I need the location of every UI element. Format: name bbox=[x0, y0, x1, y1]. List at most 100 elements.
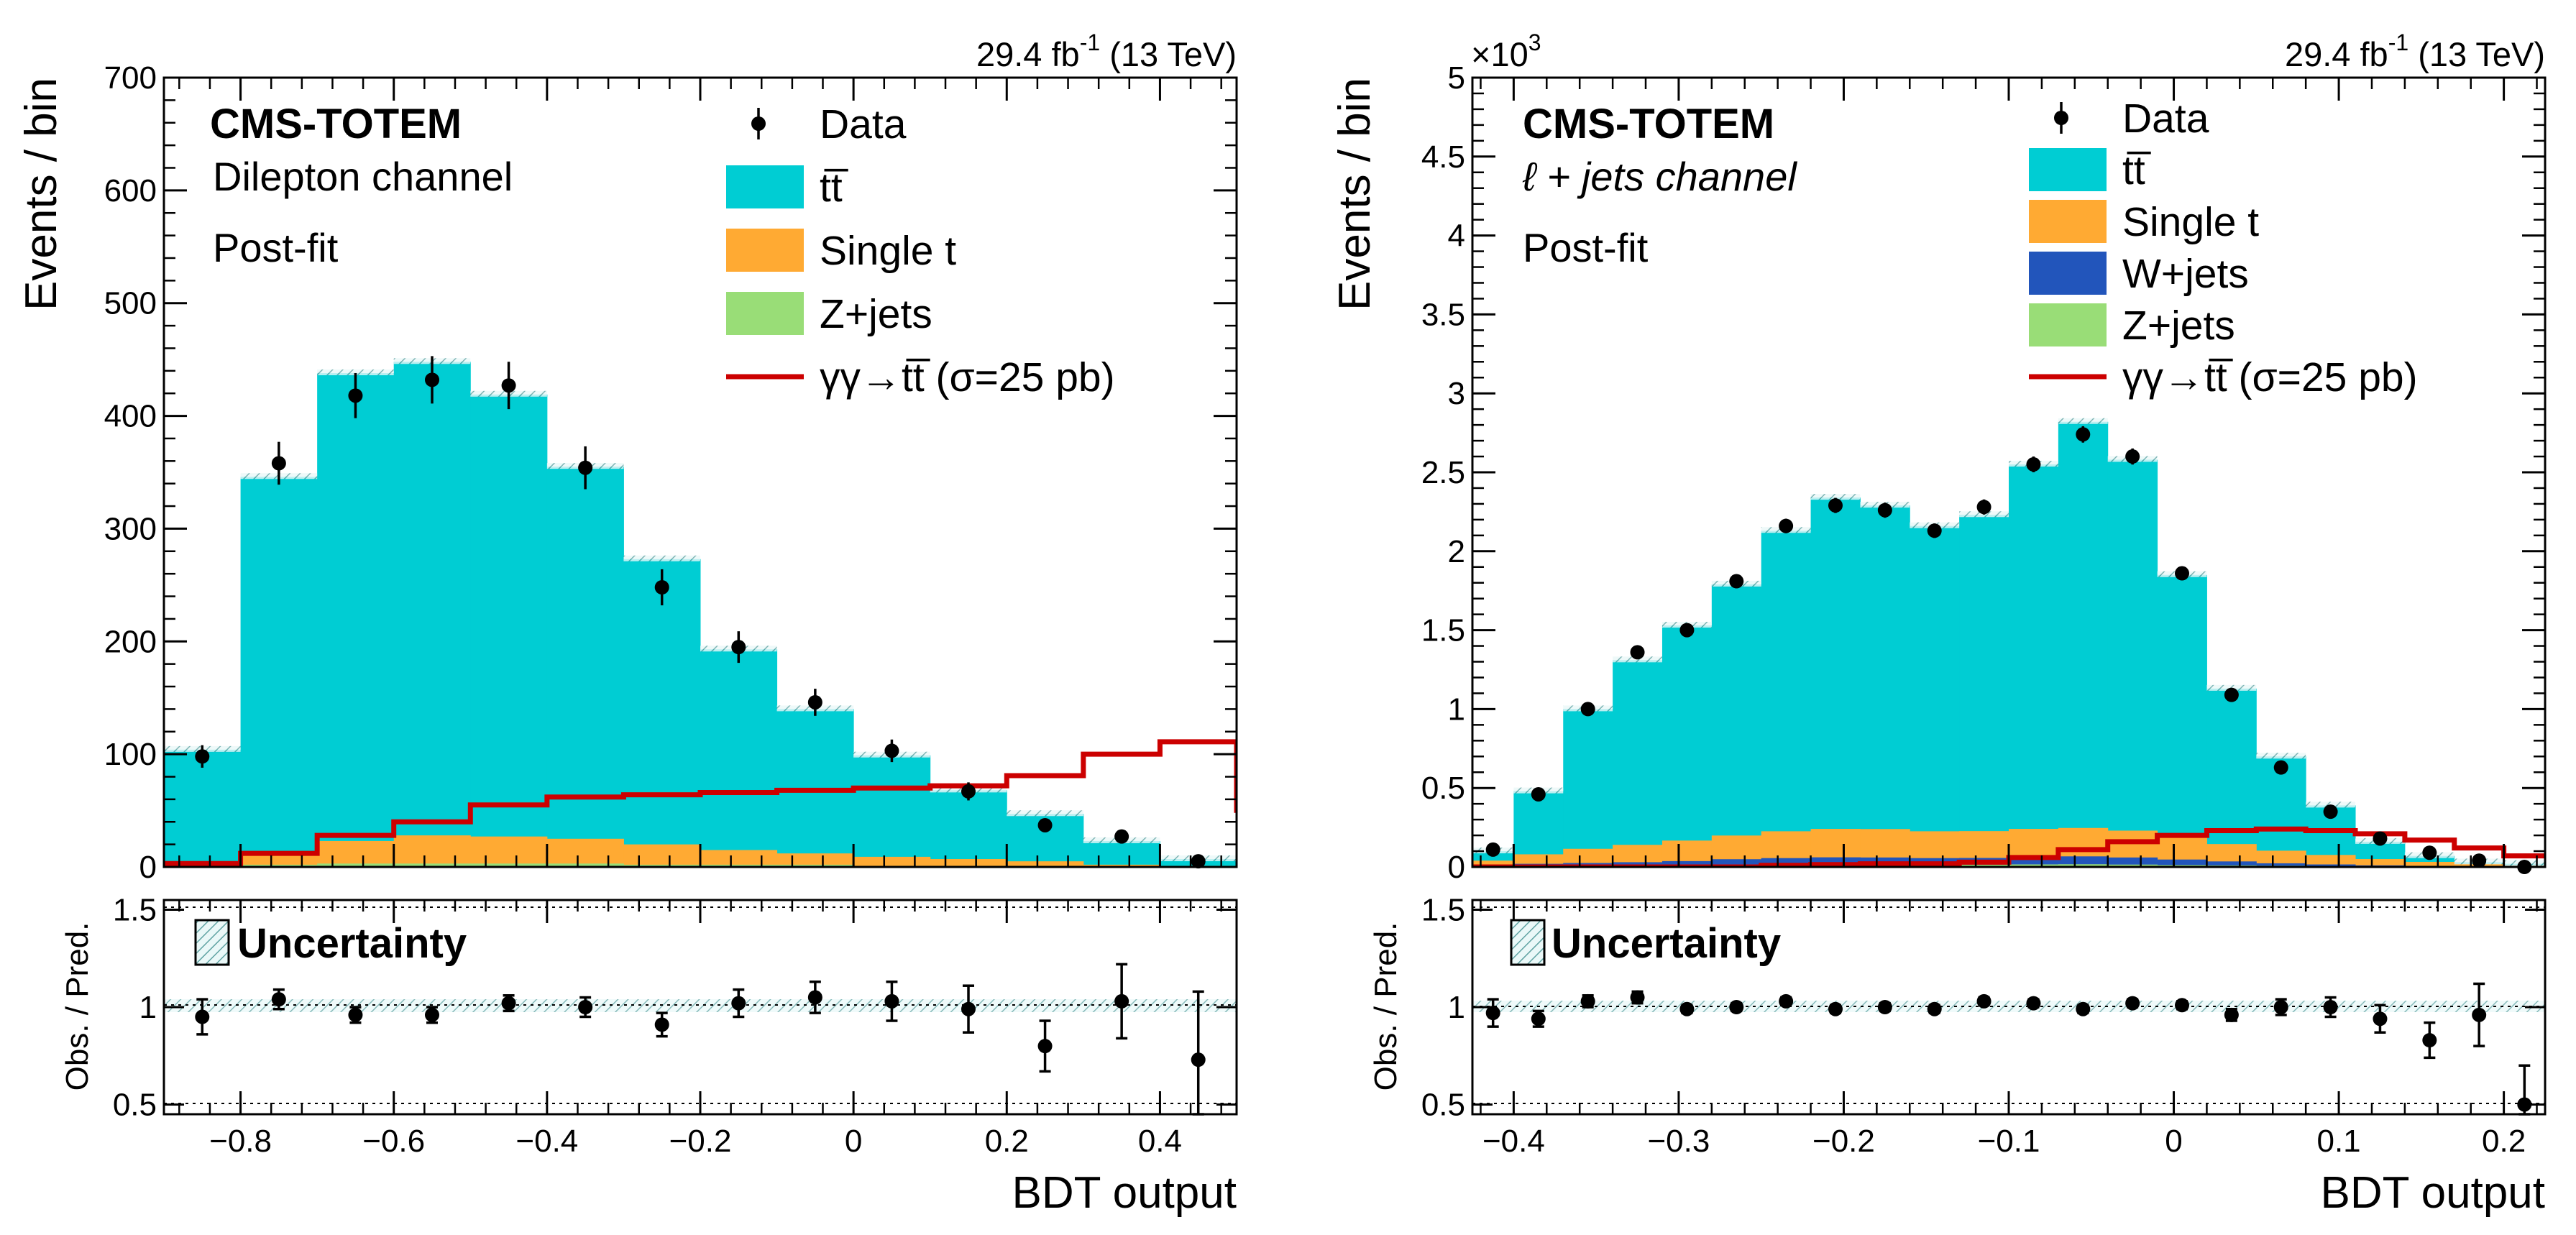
bar-single_t bbox=[930, 859, 1007, 867]
ratio-point bbox=[2323, 1000, 2338, 1014]
bar-ttbar bbox=[700, 649, 778, 867]
ratio-plot-dilepton bbox=[164, 906, 1237, 1116]
bar-ttbar bbox=[1910, 525, 1960, 867]
y-ticks: 0 100 200 300 400 500 600 700 bbox=[104, 60, 1237, 885]
bar-ttbar bbox=[2058, 421, 2109, 867]
ratio-y-tick-label: 1.5 bbox=[1421, 893, 1465, 928]
bar-single_t bbox=[853, 856, 931, 867]
data-point bbox=[348, 388, 363, 403]
legend-label-data: Data bbox=[2122, 96, 2209, 142]
y-tick-label: 1.5 bbox=[1421, 613, 1465, 648]
bar-single_t bbox=[623, 844, 701, 867]
y-tick-label: 4.5 bbox=[1421, 139, 1465, 175]
experiment-label: CMS-TOTEM bbox=[1523, 101, 1774, 147]
bar-ttbar bbox=[1860, 505, 1910, 867]
bar-ttbar bbox=[1810, 497, 1861, 867]
y-tick-label: 2 bbox=[1448, 534, 1465, 569]
data-point bbox=[1877, 502, 1892, 518]
uncertainty-label: Uncertainty bbox=[237, 920, 467, 967]
bar-ttbar bbox=[1761, 531, 1812, 867]
data-point bbox=[2273, 760, 2288, 775]
bar-single_t bbox=[2306, 855, 2356, 867]
x-tick-label: 0.2 bbox=[2482, 1124, 2526, 1159]
data-point bbox=[807, 694, 822, 710]
bar-w_jets bbox=[2256, 863, 2306, 867]
bar-z_jets bbox=[2058, 864, 2109, 867]
ratio-y-tick-label: 1 bbox=[1448, 990, 1465, 1025]
fit-label: Post-fit bbox=[1523, 225, 1649, 270]
ratio-point bbox=[1485, 1006, 1500, 1021]
bar-z_jets bbox=[317, 863, 395, 867]
x-tick-label: −0.2 bbox=[669, 1124, 732, 1159]
uncertainty-label: Uncertainty bbox=[1551, 920, 1781, 967]
y-tick-label: 700 bbox=[104, 60, 157, 96]
bar-ttbar bbox=[2157, 574, 2207, 867]
main-plot-dilepton bbox=[164, 356, 1237, 869]
bar-ttbar bbox=[2206, 688, 2257, 867]
data-point bbox=[2422, 845, 2437, 860]
bar-single_t bbox=[1007, 861, 1084, 867]
legend-label-signal: γγ→tt̅ (σ=25 pb) bbox=[2122, 354, 2418, 400]
bar-ttbar bbox=[1711, 584, 1762, 867]
y-tick-label: 500 bbox=[104, 286, 157, 321]
data-point bbox=[1779, 518, 1794, 533]
legend-label-ttbar: tt̅ bbox=[2122, 147, 2151, 193]
x-ticks: −0.4 −0.3 −0.2 −0.1 0 0.1 0.2 bbox=[1480, 900, 2538, 1159]
bar-single_t bbox=[546, 838, 624, 867]
ratio-y-label: Obs. / Pred. bbox=[60, 922, 95, 1091]
bar-ttbar bbox=[240, 477, 318, 867]
legend-label-z_jets: Z+jets bbox=[2122, 303, 2235, 349]
bar-ttbar bbox=[2107, 459, 2158, 867]
legend-swatch-w_jets bbox=[2029, 252, 2107, 295]
ratio-point bbox=[1779, 993, 1794, 1009]
stack-uncertainty bbox=[2058, 418, 2108, 424]
stack-uncertainty bbox=[2256, 753, 2306, 759]
bar-ttbar bbox=[853, 755, 931, 867]
bar-z_jets bbox=[2107, 864, 2158, 867]
y-tick-label: 300 bbox=[104, 511, 157, 546]
legend-label-w_jets: W+jets bbox=[2122, 251, 2249, 297]
x-tick-label: −0.8 bbox=[209, 1124, 272, 1159]
ratio-point bbox=[2125, 996, 2140, 1011]
x-tick-label: 0.2 bbox=[985, 1124, 1029, 1159]
bar-ttbar bbox=[623, 559, 701, 867]
x-tick-label: 0.4 bbox=[1138, 1124, 1182, 1159]
ratio-point bbox=[807, 990, 822, 1005]
bar-ttbar bbox=[470, 394, 548, 867]
y-tick-label: 3 bbox=[1448, 376, 1465, 411]
bar-ttbar bbox=[1613, 660, 1663, 867]
ratio-point bbox=[1630, 990, 1645, 1005]
x-tick-label: 0.1 bbox=[2316, 1124, 2360, 1159]
ratio-y-tick-label: 1 bbox=[139, 990, 157, 1025]
x-ticks-main bbox=[178, 78, 1222, 867]
bar-single_t bbox=[470, 836, 548, 867]
legend-swatch-ttbar bbox=[726, 165, 804, 208]
ratio-point bbox=[2517, 1097, 2532, 1112]
legend-swatch-z_jets bbox=[726, 292, 804, 335]
bar-single_t bbox=[2355, 859, 2406, 867]
data-point bbox=[654, 579, 669, 594]
data-point bbox=[731, 640, 746, 655]
y-tick-label: 1 bbox=[1448, 692, 1465, 727]
legend-data-marker bbox=[751, 116, 766, 131]
ratio-point bbox=[1531, 1011, 1546, 1027]
bar-z_jets bbox=[776, 864, 854, 867]
bar-z_jets bbox=[546, 863, 624, 867]
y-tick-label: 4 bbox=[1448, 219, 1465, 254]
data-point bbox=[1485, 842, 1500, 857]
stack-uncertainty bbox=[623, 555, 700, 561]
ratio-y-tick-label: 1.5 bbox=[113, 893, 157, 928]
bar-ttbar bbox=[317, 372, 395, 867]
ratio-y-tick-label: 0.5 bbox=[1421, 1087, 1465, 1122]
ratio-point bbox=[2026, 996, 2041, 1011]
data-point bbox=[2076, 427, 2091, 442]
panel-dilepton: 29.4 fb-1 (13 TeV) Events / bin BDT outp… bbox=[17, 29, 1238, 1218]
data-point bbox=[501, 378, 516, 393]
fit-label: Post-fit bbox=[213, 225, 339, 270]
bar-w_jets bbox=[2306, 864, 2356, 867]
x-tick-label: −0.6 bbox=[362, 1124, 425, 1159]
ratio-plot-lepton-jets bbox=[1472, 906, 2545, 1116]
legend-swatch-single_t bbox=[2029, 200, 2107, 243]
ratio-point bbox=[2422, 1033, 2437, 1048]
bar-ttbar bbox=[1959, 515, 2009, 867]
